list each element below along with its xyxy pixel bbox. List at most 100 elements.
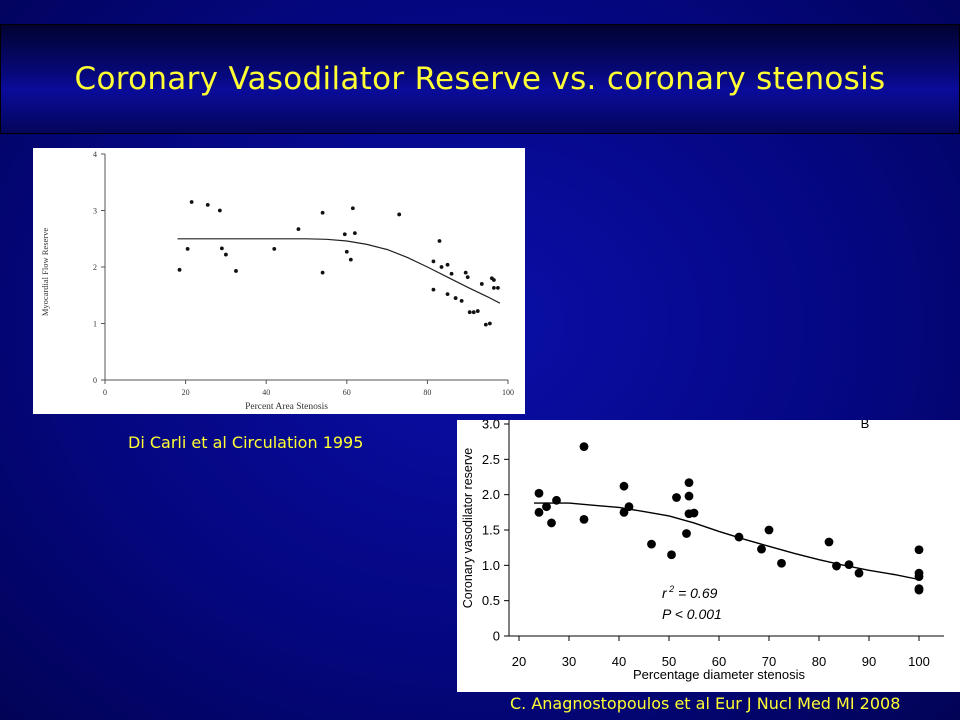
y-tick-label: 3.0 xyxy=(482,420,500,432)
data-point xyxy=(344,249,349,254)
data-point xyxy=(320,270,325,275)
y-axis-label: Myocardial Flow Reserve xyxy=(40,228,50,317)
data-point xyxy=(534,507,544,517)
data-point xyxy=(689,508,699,518)
data-point xyxy=(219,246,224,251)
x-tick-label: 80 xyxy=(423,388,431,397)
x-tick-label: 90 xyxy=(862,654,876,669)
data-point xyxy=(217,208,222,213)
x-tick-label: 0 xyxy=(103,388,107,397)
data-point xyxy=(352,231,357,235)
chart-vasodilator-reserve-panel: 20 30 40 50 60 70 80 90 100 0 0.5 1.0 1.5 2.0 2.5 3.0 Pe… xyxy=(457,420,960,692)
y-tick-label: 2.5 xyxy=(482,452,500,467)
data-point xyxy=(459,299,464,303)
fit-curve xyxy=(177,238,501,304)
data-point xyxy=(667,550,676,560)
data-point xyxy=(431,259,436,264)
data-point xyxy=(624,502,634,512)
data-point xyxy=(465,275,470,280)
x-axis-label: Percentage diameter stenosis xyxy=(633,667,805,682)
data-point xyxy=(619,481,629,491)
x-tick-label: 100 xyxy=(908,654,930,669)
x-axis-label: Percent Area Stenosis xyxy=(245,402,328,412)
y-tick-label: 1.5 xyxy=(482,523,500,538)
data-point xyxy=(453,296,458,300)
data-point xyxy=(491,286,496,290)
data-point xyxy=(684,491,694,501)
data-point xyxy=(479,282,484,286)
x-tick-label: 20 xyxy=(182,388,190,397)
chart-vasodilator-reserve: 20 30 40 50 60 70 80 90 100 0 0.5 1.0 1.5 2.0 2.5 3.0 Pe… xyxy=(461,420,944,682)
chart-flow-reserve: 0 20 40 60 80 100 0 1 2 3 4 Percent Area Stenosis My… xyxy=(40,150,514,412)
title-bar: Coronary Vasodilator Reserve vs. coronar… xyxy=(0,24,960,134)
x-tick-label: 60 xyxy=(712,654,726,669)
data-point xyxy=(320,210,325,215)
data-point xyxy=(682,529,691,538)
data-point xyxy=(177,267,182,272)
data-point xyxy=(272,247,277,251)
data-point xyxy=(542,502,551,512)
data-point xyxy=(467,310,472,315)
data-point xyxy=(579,515,589,524)
data-point xyxy=(350,206,355,211)
data-point xyxy=(445,262,450,267)
data-point xyxy=(672,493,681,502)
x-tick-label: 20 xyxy=(512,654,526,669)
y-tick-label: 2 xyxy=(93,263,97,272)
data-point xyxy=(832,561,841,571)
data-point xyxy=(619,507,629,517)
data-point xyxy=(234,269,238,273)
x-tick-label: 80 xyxy=(812,654,826,669)
y-axis-label: Coronary vasodilator reserve xyxy=(461,448,475,609)
data-point xyxy=(844,560,854,570)
data-point xyxy=(684,478,694,488)
data-point xyxy=(445,292,450,297)
data-point xyxy=(475,309,480,313)
data-point xyxy=(431,287,436,292)
slide-title: Coronary Vasodilator Reserve vs. coronar… xyxy=(74,61,886,97)
data-point xyxy=(496,286,500,290)
panel-label: B xyxy=(861,420,870,431)
data-point xyxy=(487,321,492,326)
x-tick-label: 30 xyxy=(562,654,576,669)
annotation-r-squared: r 2 = 0.69 xyxy=(662,584,718,601)
y-tick-label: 1 xyxy=(93,320,97,329)
y-tick-label: 2.0 xyxy=(482,487,500,502)
y-tick-label: 3 xyxy=(93,207,97,216)
x-tick-label: 100 xyxy=(502,388,514,397)
y-tick-label: 1.0 xyxy=(482,558,500,573)
data-point xyxy=(185,247,190,251)
x-tick-label: 70 xyxy=(762,654,776,669)
data-point xyxy=(914,585,924,595)
data-point xyxy=(777,558,786,568)
y-tick-label: 4 xyxy=(93,150,97,159)
data-point xyxy=(734,532,744,542)
data-point xyxy=(757,544,766,554)
y-tick-label: 0 xyxy=(493,629,500,644)
data-point xyxy=(491,278,496,282)
data-point xyxy=(471,310,476,315)
data-point xyxy=(463,270,468,275)
x-tick-label: 40 xyxy=(262,388,270,397)
data-point xyxy=(205,202,210,207)
data-point xyxy=(914,545,924,555)
caption-di-carli: Di Carli et al Circulation 1995 xyxy=(128,433,364,452)
x-tick-label: 60 xyxy=(343,388,351,397)
data-point xyxy=(342,232,347,237)
x-tick-label: 40 xyxy=(612,654,626,669)
data-point xyxy=(437,239,442,243)
data-point xyxy=(824,537,834,547)
y-tick-label: 0.5 xyxy=(482,593,500,608)
data-point xyxy=(914,572,924,582)
data-point xyxy=(579,442,589,452)
data-point xyxy=(397,212,402,217)
data-point xyxy=(449,271,454,276)
data-point xyxy=(348,257,353,262)
chart-flow-reserve-panel: 0 20 40 60 80 100 0 1 2 3 4 Percent Area Stenosis My… xyxy=(33,148,525,414)
data-point xyxy=(439,265,444,269)
data-point xyxy=(224,252,228,257)
data-point xyxy=(552,495,561,505)
data-point xyxy=(547,518,556,528)
caption-anagnostopoulos: C. Anagnostopoulos et al Eur J Nucl Med … xyxy=(510,694,901,713)
annotation-p-value: P < 0.001 xyxy=(662,606,722,622)
